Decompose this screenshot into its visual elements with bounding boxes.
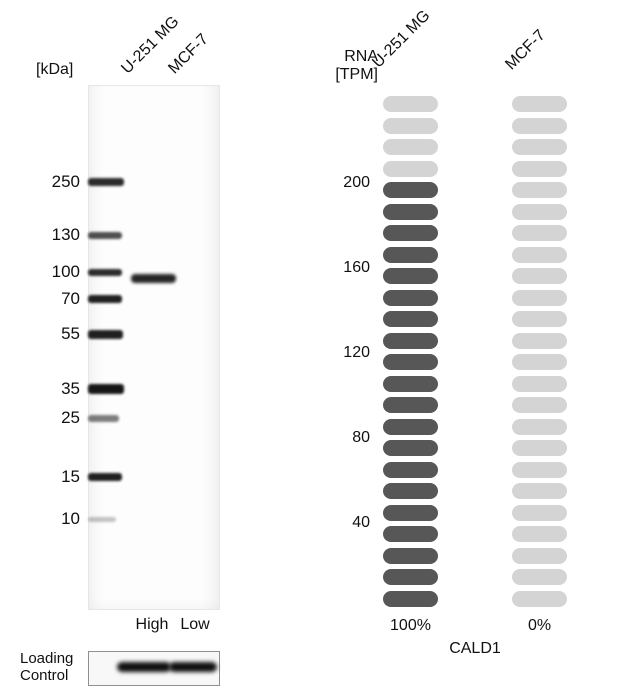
tpm-segment-1-14: [512, 397, 567, 413]
gene-name-label: CALD1: [449, 640, 501, 657]
marker-band-130: [88, 231, 122, 239]
marker-band-10: [88, 516, 116, 522]
tpm-segment-0-18: [383, 483, 438, 499]
marker-band-55: [88, 329, 123, 339]
annotation-low: Low: [180, 616, 210, 633]
kda-label-15: 15: [61, 467, 80, 486]
y-tick-40: 40: [352, 514, 370, 531]
tpm-segment-0-7: [383, 246, 438, 263]
y-tick-120: 120: [343, 344, 370, 361]
tpm-segment-1-17: [512, 461, 567, 478]
tpm-segment-0-5: [383, 203, 438, 220]
kda-label-10: 10: [61, 509, 80, 528]
loading-control-label: Loading Control: [20, 650, 73, 684]
rna-column-label-mcf-7: MCF-7: [502, 26, 549, 74]
rna-column-label-u251-mg: U-251 MG: [369, 7, 434, 72]
loading-control-band-2: [169, 662, 217, 672]
tpm-segment-0-13: [383, 375, 438, 392]
tpm-segment-1-11: [512, 332, 567, 349]
rna-axis-label: RNA [TPM]: [318, 48, 378, 84]
loading-control-label-line2: Control: [20, 667, 69, 684]
tpm-segment-0-2: [383, 139, 438, 155]
marker-band-70: [88, 295, 122, 303]
blot-lane-label-mcf-7: MCF-7: [165, 30, 212, 78]
tpm-segment-0-6: [383, 225, 438, 241]
tpm-segment-1-16: [512, 440, 567, 456]
marker-band-15: [88, 473, 122, 481]
tpm-segment-1-8: [512, 268, 567, 284]
tpm-segment-1-5: [512, 203, 567, 220]
tpm-segment-1-22: [512, 569, 567, 585]
kda-label-250: 250: [51, 172, 80, 191]
tpm-segment-0-14: [383, 397, 438, 413]
pill-column-mcf-7: [512, 96, 567, 611]
tpm-segment-0-16: [383, 440, 438, 456]
kda-label-100: 100: [51, 262, 80, 281]
loading-control-band-1: [117, 662, 171, 672]
kda-label-130: 130: [51, 225, 80, 244]
tpm-segment-0-9: [383, 289, 438, 306]
marker-band-100: [88, 268, 122, 276]
tpm-segment-1-9: [512, 289, 567, 306]
tpm-segment-0-19: [383, 504, 438, 521]
tpm-segment-0-10: [383, 311, 438, 327]
tpm-segment-1-18: [512, 483, 567, 499]
y-tick-160: 160: [343, 259, 370, 276]
percent-label-mcf-7: 0%: [527, 617, 552, 634]
pill-column-u251-mg: [383, 96, 438, 611]
tpm-segment-0-21: [383, 547, 438, 564]
kda-label-35: 35: [61, 379, 80, 398]
tpm-segment-0-0: [383, 96, 438, 112]
loading-control-label-line1: Loading: [20, 650, 74, 667]
tpm-segment-1-23: [512, 590, 567, 607]
tpm-segment-1-7: [512, 246, 567, 263]
rna-axis-label-line1: RNA: [344, 48, 378, 65]
tpm-segment-0-4: [383, 182, 438, 198]
kda-label-55: 55: [61, 324, 80, 343]
tpm-segment-1-6: [512, 225, 567, 241]
y-tick-80: 80: [352, 429, 370, 446]
tpm-segment-1-20: [512, 526, 567, 542]
tpm-segment-0-22: [383, 569, 438, 585]
tpm-segment-0-23: [383, 590, 438, 607]
loading-control-image: [88, 651, 220, 686]
sample-band-100kda: [131, 273, 176, 283]
y-tick-200: 200: [343, 174, 370, 191]
tpm-segment-1-10: [512, 311, 567, 327]
tpm-segment-1-15: [512, 418, 567, 435]
tpm-segment-1-3: [512, 160, 567, 177]
marker-band-25: [88, 414, 119, 422]
marker-band-35: [88, 384, 124, 394]
tpm-segment-1-4: [512, 182, 567, 198]
kda-label-25: 25: [61, 408, 80, 427]
tpm-segment-0-3: [383, 160, 438, 177]
tpm-segment-1-13: [512, 375, 567, 392]
tpm-segment-0-12: [383, 354, 438, 370]
tpm-segment-1-12: [512, 354, 567, 370]
tpm-segment-0-20: [383, 526, 438, 542]
tpm-segment-0-1: [383, 117, 438, 134]
rna-axis-label-line2: [TPM]: [335, 66, 378, 83]
kda-label-70: 70: [61, 289, 80, 308]
marker-band-250: [88, 178, 124, 186]
tpm-segment-1-2: [512, 139, 567, 155]
tpm-segment-0-11: [383, 332, 438, 349]
western-blot-image: [88, 85, 220, 610]
tpm-segment-1-0: [512, 96, 567, 112]
kda-unit-label: [kDa]: [36, 61, 74, 78]
percent-label-u251-mg: 100%: [390, 617, 431, 634]
tpm-segment-1-19: [512, 504, 567, 521]
tpm-segment-0-15: [383, 418, 438, 435]
annotation-high: High: [135, 616, 169, 633]
tpm-segment-1-21: [512, 547, 567, 564]
tpm-segment-0-8: [383, 268, 438, 284]
tpm-segment-0-17: [383, 461, 438, 478]
tpm-segment-1-1: [512, 117, 567, 134]
